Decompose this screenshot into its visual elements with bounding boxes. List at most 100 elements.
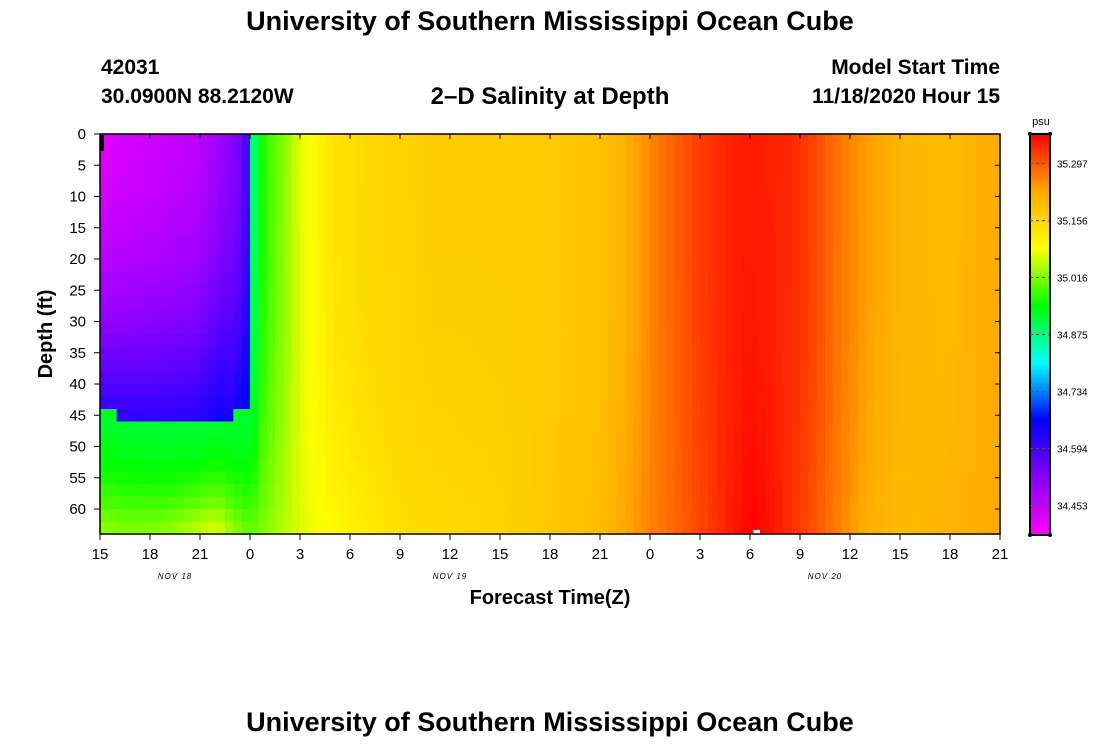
heatmap-cell [250,409,259,423]
heatmap-cell [200,134,209,148]
heatmap-cell [658,159,668,173]
heatmap-cell [208,159,218,173]
heatmap-cell [900,521,909,535]
heatmap-cell [266,459,276,473]
heatmap-cell [616,171,626,185]
heatmap-cell [975,246,984,260]
heatmap-cell [825,446,834,460]
heatmap-cell [883,146,893,160]
heatmap-cell [216,334,226,348]
heatmap-cell [483,221,493,235]
heatmap-cell [483,134,493,148]
heatmap-cell [808,309,818,323]
heatmap-cell [775,309,784,323]
heatmap-cell [875,196,884,210]
heatmap-cell [383,346,393,360]
heatmap-cell [966,384,976,398]
heatmap-cell [458,446,468,460]
heatmap-cell [691,146,701,160]
heatmap-cell [666,384,676,398]
heatmap-cell [533,246,543,260]
heatmap-cell [108,284,118,298]
heatmap-cell [925,384,934,398]
heatmap-cell [150,346,159,360]
heatmap-cell [300,271,309,285]
heatmap-cell [908,246,918,260]
heatmap-cell [350,421,359,435]
heatmap-cell [950,521,959,535]
heatmap-cell [666,484,676,498]
heatmap-cell [300,221,309,235]
heatmap-cell [266,171,276,185]
heatmap-cell [933,471,943,485]
heatmap-cell [675,234,684,248]
heatmap-cell [516,184,526,198]
heatmap-cell [691,434,701,448]
date-label: NOV 18 [158,572,192,581]
heatmap-cell [158,271,168,285]
heatmap-cell [258,509,268,523]
heatmap-cell [650,471,659,485]
heatmap-cell [258,309,268,323]
heatmap-cell [750,371,759,385]
heatmap-cell [500,321,509,335]
heatmap-cell [625,334,634,348]
heatmap-cell [141,321,151,335]
heatmap-cell [700,271,709,285]
heatmap-cell [916,296,926,310]
heatmap-cell [100,221,109,235]
heatmap-cell [875,384,884,398]
heatmap-cell [925,271,934,285]
heatmap-cell [658,359,668,373]
heatmap-cell [466,384,476,398]
heatmap-cell [275,521,284,535]
heatmap-cell [741,409,751,423]
heatmap-cell [100,371,109,385]
heatmap-cell [341,371,351,385]
heatmap-cell [408,484,418,498]
heatmap-cell [791,246,801,260]
heatmap-cell [141,284,151,298]
heatmap-cell [566,209,576,223]
heatmap-cell [425,421,434,435]
heatmap-cell [700,509,709,523]
heatmap-cell [458,259,468,273]
heatmap-cell [633,434,643,448]
heatmap-cell [125,184,134,198]
heatmap-cell [600,159,609,173]
heatmap-cell [425,234,434,248]
heatmap-cell [400,184,409,198]
heatmap-cell [425,359,434,373]
heatmap-cell [891,459,901,473]
heatmap-cell [933,221,943,235]
heatmap-cell [550,296,559,310]
heatmap-cell [483,509,493,523]
heatmap-cell [775,346,784,360]
heatmap-cell [316,184,326,198]
heatmap-cell [241,196,251,210]
heatmap-cell [875,471,884,485]
heatmap-cell [733,146,743,160]
heatmap-cell [266,271,276,285]
heatmap-cell [383,284,393,298]
heatmap-cell [616,134,626,148]
heatmap-cell [733,284,743,298]
heatmap-cell [300,409,309,423]
heatmap-cell [100,309,109,323]
heatmap-cell [875,396,884,410]
heatmap-cell [950,234,959,248]
heatmap-cell [966,446,976,460]
heatmap-cell [908,359,918,373]
heatmap-cell [633,471,643,485]
heatmap-cell [583,509,593,523]
heatmap-cell [150,146,159,160]
heatmap-cell [800,384,809,398]
heatmap-cell [341,496,351,510]
heatmap-cell [100,246,109,260]
heatmap-cell [583,409,593,423]
heatmap-cell [908,284,918,298]
heatmap-cell [400,234,409,248]
heatmap-cell [291,359,301,373]
heatmap-cell [683,209,693,223]
heatmap-cell [341,384,351,398]
